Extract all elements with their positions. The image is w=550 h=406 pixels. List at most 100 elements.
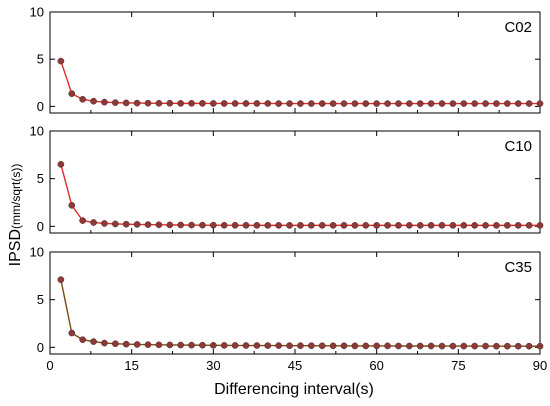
data-point bbox=[438, 222, 446, 229]
data-point bbox=[471, 100, 479, 107]
data-point bbox=[166, 341, 174, 349]
data-point bbox=[514, 100, 522, 107]
x-tick-label: 0 bbox=[46, 358, 53, 373]
y-tick-label: 10 bbox=[30, 124, 44, 139]
data-point bbox=[373, 100, 381, 107]
data-point bbox=[101, 339, 108, 347]
data-point bbox=[318, 222, 326, 229]
data-point bbox=[57, 57, 65, 65]
data-point bbox=[155, 341, 163, 349]
y-tick-label: 5 bbox=[37, 52, 44, 67]
data-point bbox=[79, 336, 87, 344]
data-point bbox=[199, 100, 206, 107]
data-point bbox=[482, 222, 489, 229]
y-axis-label-unit: (mm/sqrt(s)) bbox=[9, 164, 23, 229]
panel-frame bbox=[49, 130, 541, 234]
data-point bbox=[503, 222, 511, 229]
data-point bbox=[209, 341, 217, 349]
data-point bbox=[90, 219, 97, 226]
data-point bbox=[133, 99, 141, 107]
svg-text:IPSD(mm/sqrt(s)): IPSD(mm/sqrt(s)) bbox=[7, 164, 24, 267]
data-point bbox=[231, 100, 239, 107]
data-point bbox=[133, 221, 141, 228]
data-point bbox=[220, 342, 228, 349]
data-point bbox=[503, 342, 511, 350]
data-point bbox=[307, 100, 315, 107]
data-point bbox=[395, 100, 402, 107]
data-point bbox=[242, 100, 250, 107]
data-point bbox=[525, 342, 533, 350]
panel-label: C02 bbox=[504, 19, 532, 36]
data-point bbox=[122, 220, 130, 228]
data-point bbox=[514, 342, 522, 350]
data-point bbox=[514, 222, 522, 229]
data-point bbox=[449, 100, 457, 107]
data-point bbox=[329, 100, 337, 107]
data-point bbox=[122, 99, 130, 107]
data-point bbox=[482, 342, 489, 350]
panel-c35: 0 5 10 0 15 30 45 60 75 90 C35 bbox=[30, 245, 548, 374]
data-point bbox=[68, 90, 76, 97]
data-point bbox=[318, 100, 326, 107]
data-point bbox=[90, 338, 97, 345]
panel-c02: 0 5 10 C02 bbox=[30, 5, 544, 114]
data-point bbox=[536, 222, 544, 229]
y-tick-label: 0 bbox=[37, 340, 44, 355]
data-point bbox=[122, 340, 130, 348]
data-point bbox=[199, 221, 206, 229]
data-point bbox=[264, 100, 272, 107]
data-point bbox=[395, 222, 402, 229]
series-line-c10 bbox=[60, 164, 540, 227]
data-point bbox=[351, 100, 359, 107]
y-tick-label: 5 bbox=[37, 171, 44, 186]
data-point bbox=[220, 100, 228, 107]
data-point bbox=[275, 100, 283, 107]
panel-frame bbox=[49, 11, 541, 114]
data-point bbox=[351, 342, 359, 350]
x-tick-label: 90 bbox=[533, 358, 547, 373]
data-point bbox=[395, 342, 402, 350]
data-point bbox=[286, 342, 293, 350]
data-point bbox=[144, 341, 152, 349]
data-point bbox=[460, 100, 468, 107]
data-point bbox=[188, 221, 195, 229]
x-tick-label: 30 bbox=[206, 358, 220, 373]
data-point bbox=[438, 100, 446, 107]
data-point bbox=[57, 161, 65, 168]
data-point bbox=[275, 342, 283, 349]
data-point bbox=[493, 222, 500, 229]
data-point bbox=[199, 341, 206, 349]
data-point bbox=[133, 341, 141, 348]
data-point bbox=[264, 222, 272, 229]
data-point bbox=[416, 342, 424, 350]
data-point bbox=[373, 222, 381, 229]
x-tick-label: 60 bbox=[369, 358, 383, 373]
data-point bbox=[209, 221, 217, 229]
data-point bbox=[177, 221, 185, 229]
panel-label: C35 bbox=[504, 259, 532, 276]
data-point bbox=[177, 100, 185, 107]
data-point bbox=[242, 222, 250, 229]
data-point bbox=[111, 340, 119, 348]
data-point bbox=[297, 100, 304, 107]
data-point bbox=[373, 342, 381, 350]
data-point bbox=[351, 222, 359, 229]
data-point bbox=[307, 222, 315, 229]
y-tick-label: 10 bbox=[30, 245, 44, 260]
data-point bbox=[525, 100, 533, 107]
data-point bbox=[318, 342, 326, 350]
data-point bbox=[340, 342, 348, 350]
data-point bbox=[384, 222, 391, 229]
panel-frame bbox=[49, 251, 541, 355]
data-point bbox=[242, 342, 250, 349]
data-point bbox=[275, 222, 283, 229]
data-point bbox=[297, 222, 304, 229]
data-point bbox=[405, 100, 413, 107]
data-point bbox=[166, 99, 174, 107]
data-point bbox=[231, 221, 239, 229]
data-point bbox=[405, 222, 413, 229]
data-point bbox=[427, 342, 435, 350]
panel-label: C10 bbox=[504, 138, 532, 155]
data-point bbox=[340, 100, 348, 107]
data-point bbox=[329, 222, 337, 229]
